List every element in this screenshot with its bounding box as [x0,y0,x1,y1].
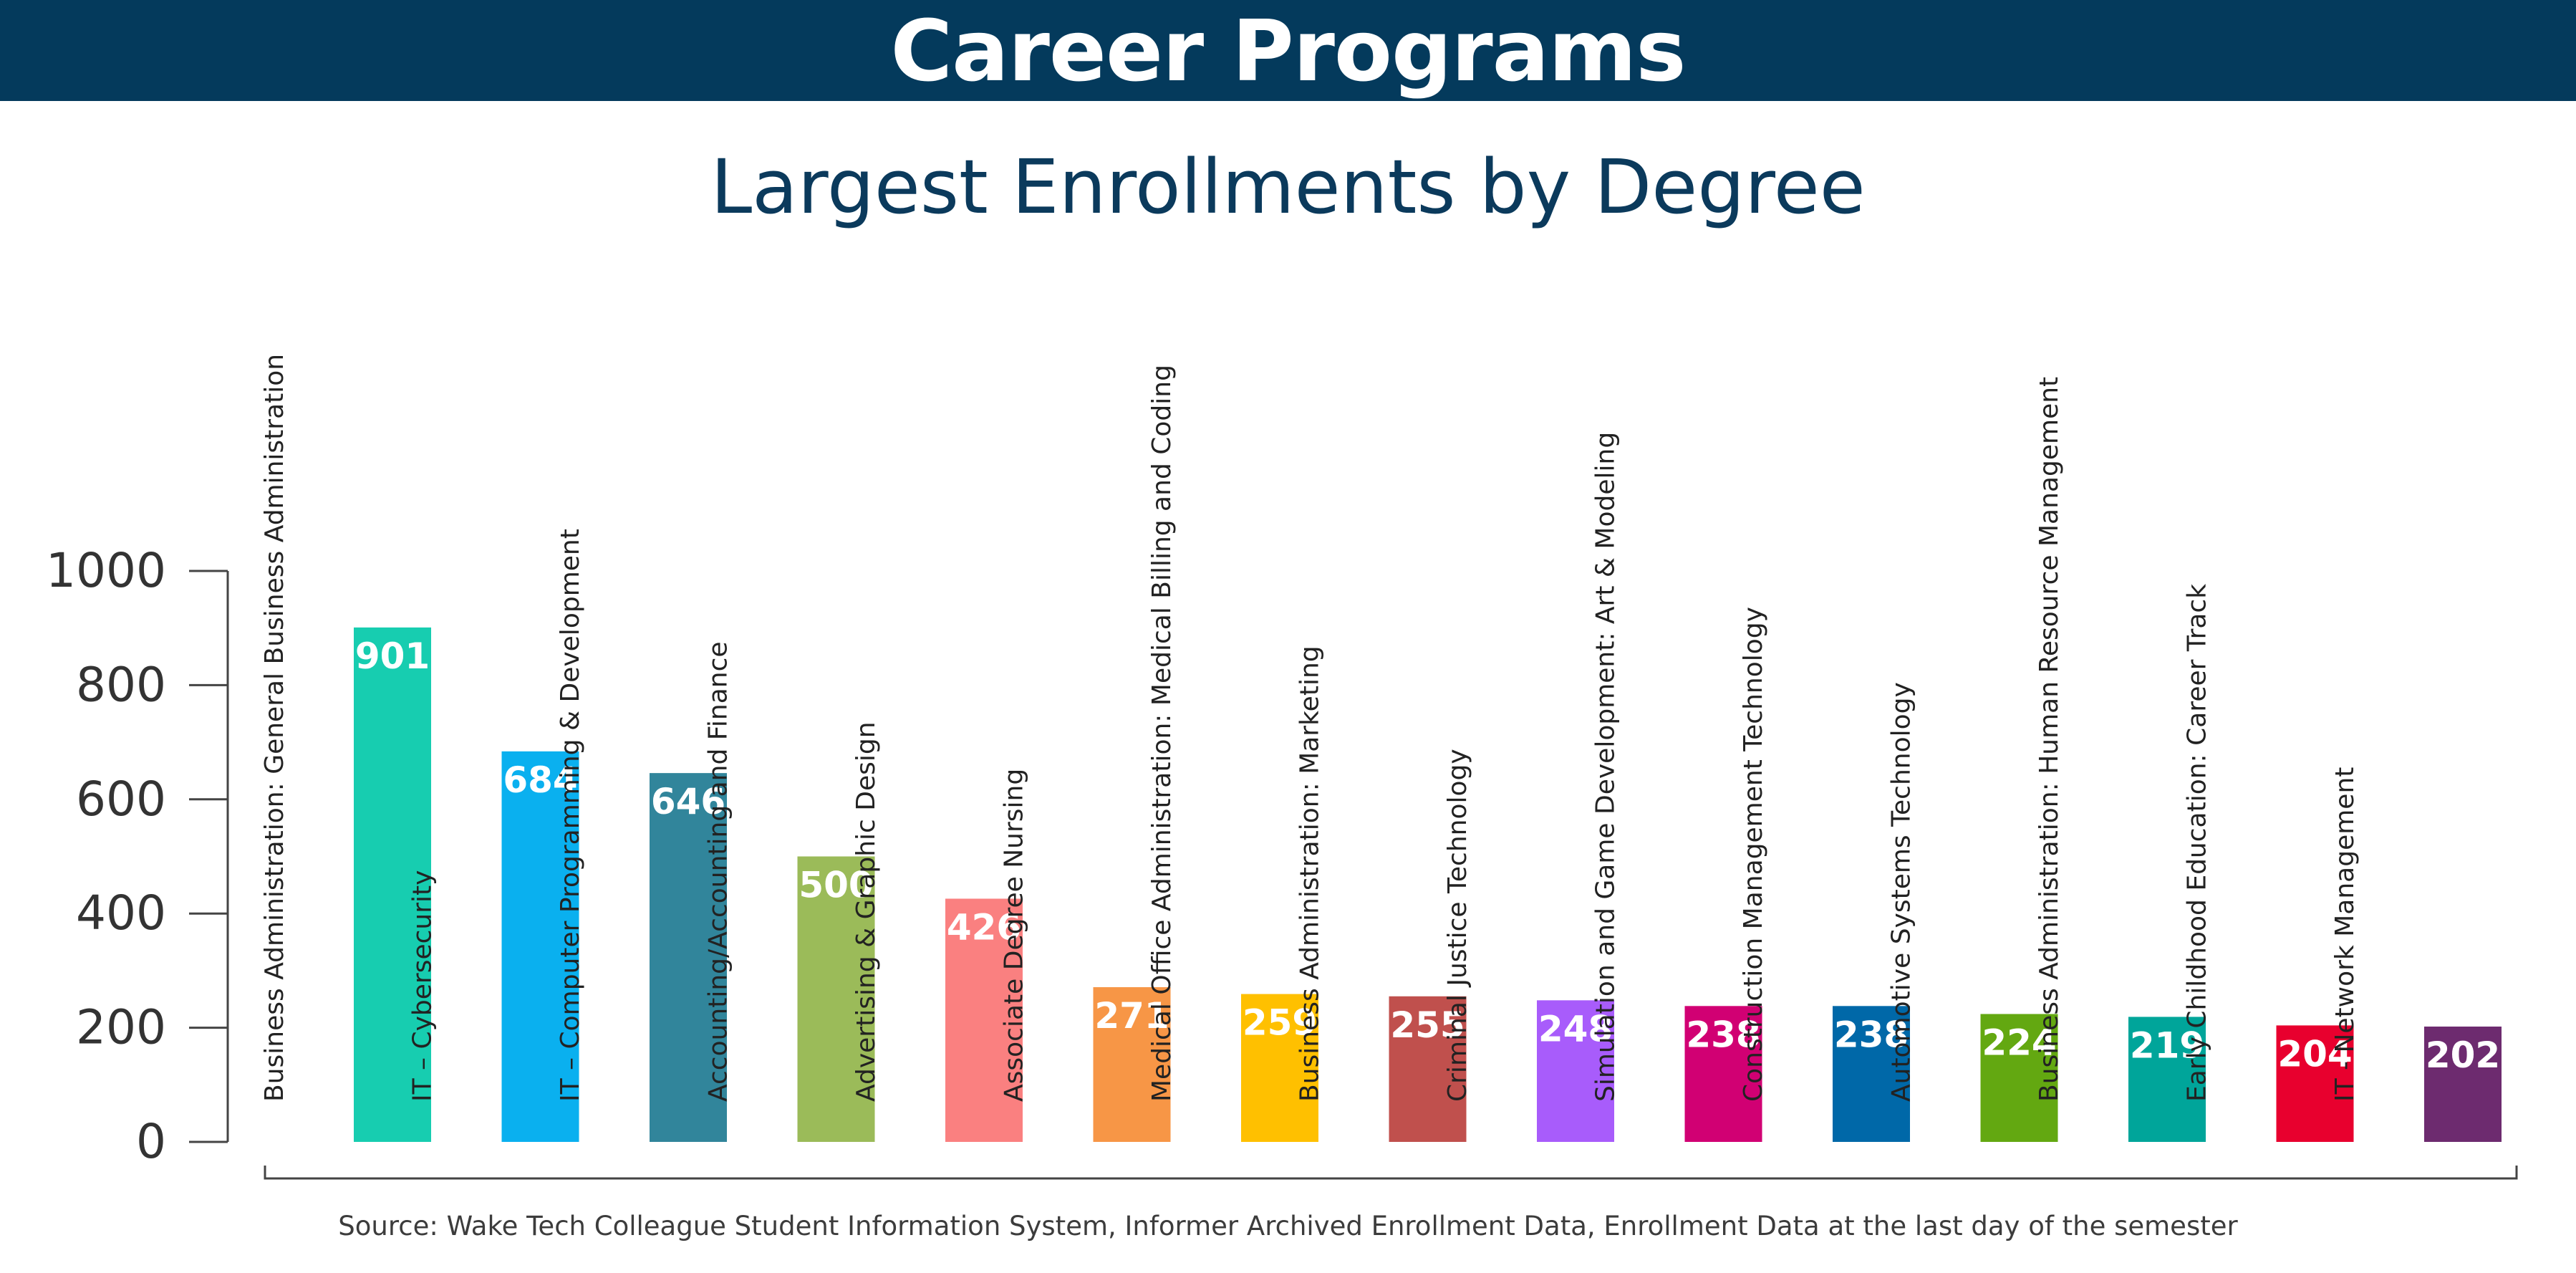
bar-value-label: 219 [2130,1024,2204,1066]
y-tick-label: 1000 [46,543,166,598]
bar-2 [501,751,579,1142]
category-label: IT - Network Management [2330,767,2360,1102]
bar-value-label: 255 [1390,1004,1465,1046]
category-label: Early Childhood Education: Career Track [2183,584,2212,1102]
category-label: Business Administration: Human Resource … [2035,377,2064,1102]
bar-9 [1537,1000,1614,1142]
category-label: Accounting/Accounting and Finance [704,641,733,1102]
bar-12 [1980,1014,2058,1142]
chart-title: Largest Enrollments by Degree [710,143,1866,231]
bar-6 [1093,987,1171,1142]
bar-5 [945,898,1023,1142]
bar-value-label: 204 [2277,1033,2352,1075]
y-tick-label: 800 [76,657,166,712]
y-tick-label: 200 [76,1000,166,1055]
bar-value-label: 500 [799,865,873,906]
bar-value-label: 271 [1094,995,1169,1037]
header-banner: Career Programs [0,0,2576,101]
bar-value-label: 426 [947,906,1021,948]
bar-13 [2128,1017,2206,1142]
bar-3 [650,773,727,1142]
bar-value-label: 646 [651,781,725,822]
bar-7 [1241,994,1318,1142]
bar-value-label: 248 [1538,1008,1613,1049]
y-tick-label: 400 [76,885,166,941]
bar-8 [1389,996,1467,1142]
bar-value-label: 901 [355,635,430,677]
category-label: Business Administration: General Busines… [260,354,289,1102]
bar-1 [354,627,431,1142]
bar-4 [797,856,875,1142]
bar-value-label: 259 [1243,1002,1317,1044]
category-label: Medical Office Administration: Medical B… [1147,365,1177,1102]
category-label: IT – Computer Programming & Development [556,529,585,1102]
y-tick-label: 0 [136,1114,166,1169]
bar-value-label: 202 [2426,1034,2500,1076]
bar-value-label: 238 [1834,1014,1909,1055]
bar-value-label: 684 [503,759,577,801]
x-axis-bracket [264,1166,2518,1180]
category-label: Automotive Systems Technology [1887,682,1916,1102]
category-label: Criminal Justice Technology [1443,749,1472,1102]
bar-10 [1684,1006,1762,1142]
category-label: Business Administration: Marketing [1296,645,1325,1102]
bar-14 [2276,1025,2354,1142]
source-note: Source: Wake Tech Colleague Student Info… [338,1211,2238,1241]
bar-value-label: 224 [1982,1022,2056,1063]
category-label: Construction Management Technology [1739,607,1768,1102]
category-label: Simulation and Game Development: Art & M… [1591,432,1621,1102]
category-label: IT – Cybersecurity [408,870,438,1102]
bar-11 [1833,1006,1910,1142]
page-title: Career Programs [890,1,1687,100]
bar-value-label: 238 [1686,1014,1760,1055]
bar-15 [2424,1027,2502,1142]
category-label: Associate Degree Nursing [1000,769,1029,1102]
y-tick-label: 600 [76,772,166,827]
category-label: Advertising & Graphic Design [852,721,881,1102]
